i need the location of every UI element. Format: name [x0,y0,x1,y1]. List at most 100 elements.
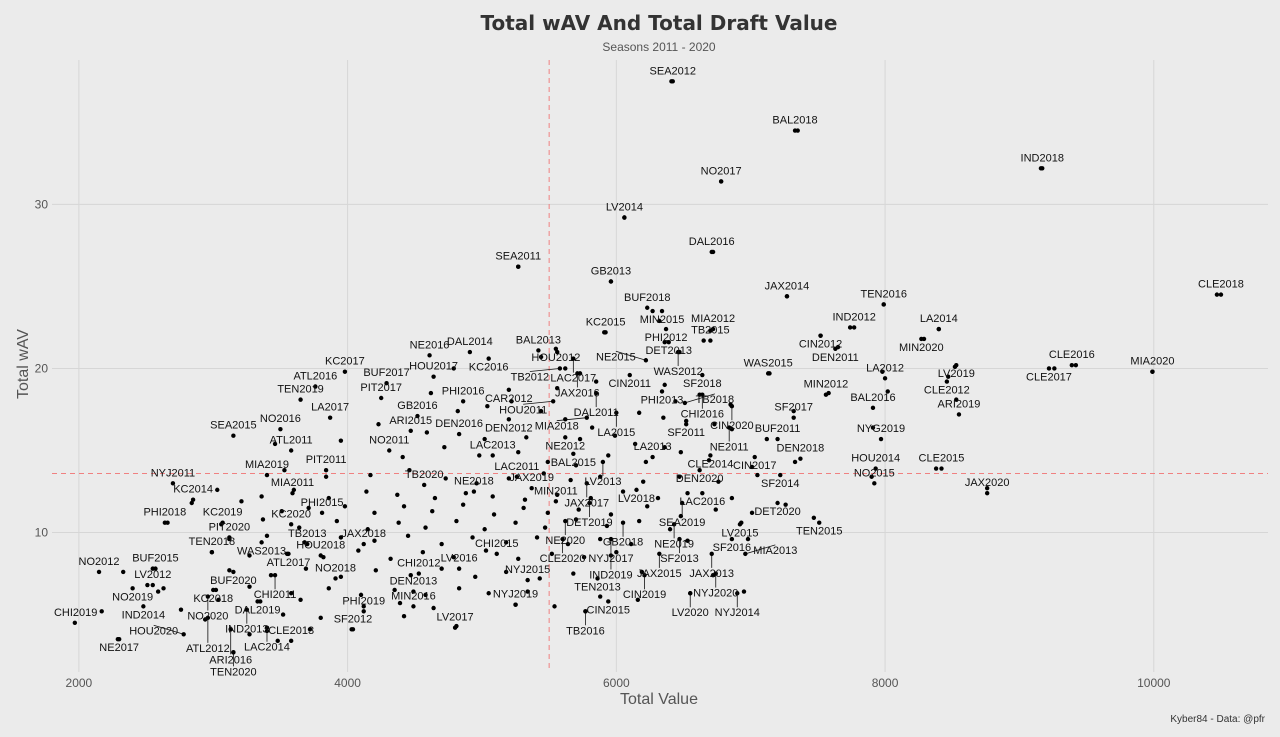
data-point [216,597,221,603]
point-label: CHI2015 [475,538,518,550]
data-point [364,489,369,494]
data-point [764,436,770,442]
label-leader-line [523,400,554,405]
point-label: CIN2017 [733,460,776,472]
point-label: NE2012 [545,440,585,452]
data-point [645,305,650,310]
point-label: JAX2018 [341,528,386,540]
data-point [264,625,270,630]
data-point [538,408,544,414]
data-point [765,371,771,376]
data-point [550,399,556,404]
label-leader-line [615,350,647,361]
data-point [279,509,284,514]
data-point [490,494,495,499]
data-point [342,369,348,374]
data-point [350,627,356,632]
data-point [663,326,669,332]
data-point [729,495,735,501]
point-label: SF2018 [683,378,722,390]
point-label: IND2013 [225,624,268,636]
point-label: MIN2012 [804,379,849,391]
data-point [587,500,592,506]
data-point [944,379,950,384]
x-tick-label: 4000 [334,676,361,690]
data-point [792,459,798,465]
data-point [667,527,673,532]
data-point [525,577,530,583]
x-tick-label: 2000 [66,676,93,690]
point-label: BUF2011 [755,423,801,435]
data-point [608,536,614,542]
data-point [190,497,196,502]
data-point [227,568,232,573]
point-label: NYJ2017 [588,553,633,565]
data-point [513,520,518,525]
data-point [474,481,479,486]
data-point [716,479,721,484]
point-label: TEN2015 [796,526,842,538]
point-label: LA2017 [311,402,349,414]
data-point [401,614,407,619]
point-label: BAL2016 [850,392,895,404]
data-point [641,479,646,484]
data-point [655,495,661,501]
point-label: ARI2015 [389,415,432,427]
data-point [878,436,884,442]
data-point [563,518,568,524]
data-point [395,492,400,497]
data-point [706,458,712,463]
data-point [333,576,338,581]
point-label: NO2016 [260,413,301,425]
point-label: LAC2013 [470,439,516,451]
point-label: CIN2012 [799,339,842,351]
point-label: BAL2015 [551,457,596,469]
data-point [678,449,684,455]
data-point [657,318,662,324]
data-point [205,615,211,621]
point-label: SF2014 [761,478,800,490]
data-point [503,569,509,575]
data-point [708,338,713,343]
data-point [643,459,649,465]
data-point [775,436,780,442]
data-point [1040,166,1045,171]
data-point [873,466,878,471]
data-point [713,507,718,512]
data-point [463,490,469,496]
data-point [598,536,603,542]
data-point [467,349,473,355]
data-point [358,592,364,598]
data-point [288,638,294,644]
data-point [456,586,462,591]
point-label: DEN2013 [390,576,438,588]
data-point [552,604,557,609]
point-label: KC2016 [469,362,509,374]
data-point [305,541,310,547]
data-point [96,569,102,575]
point-label: LA2014 [920,313,958,325]
point-label: NO2020 [187,611,228,623]
point-label: NYJ2015 [505,564,550,576]
data-point [643,358,649,363]
data-point [485,403,490,409]
data-point [682,400,688,406]
data-point [872,481,877,486]
point-label: LV2020 [672,607,709,619]
point-label: CIN2011 [608,378,651,390]
point-label: NE2019 [654,538,694,550]
data-point [288,448,294,453]
point-label: SF2011 [667,427,705,439]
data-point [956,412,962,417]
data-point [456,431,462,437]
data-point [482,436,487,442]
label-leader-line [153,624,184,635]
data-point [286,551,291,557]
data-point [662,340,667,345]
point-label: IND2018 [1021,152,1064,164]
point-label: LAC2011 [494,461,539,473]
label-leader-line [684,393,715,404]
data-point [392,587,397,593]
point-label: HOU2014 [851,453,900,465]
data-point [338,438,344,443]
